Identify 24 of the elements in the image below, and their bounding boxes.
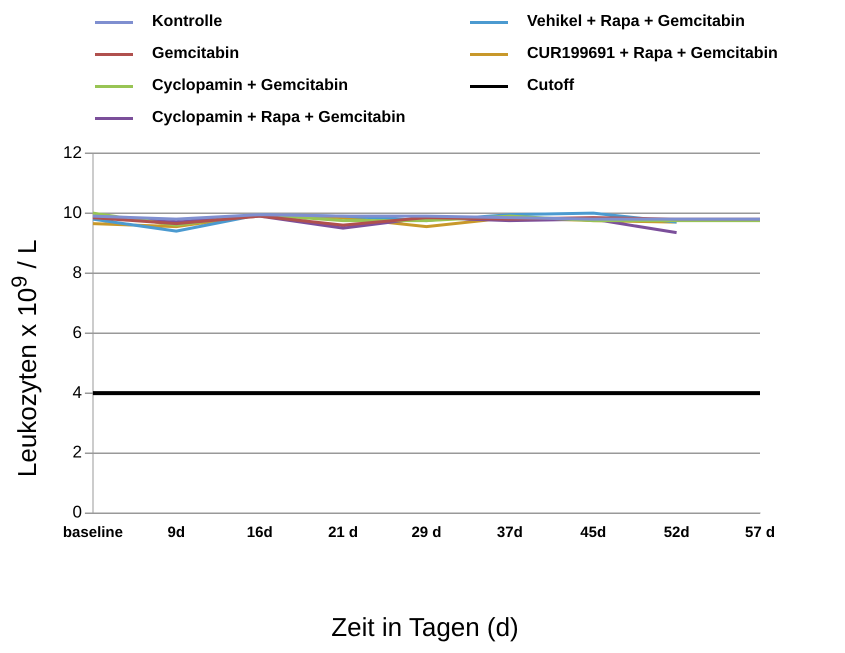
x-tick-label: 45d xyxy=(580,524,606,542)
y-tick-label: 8 xyxy=(72,262,82,282)
y-tick-label: 10 xyxy=(62,202,82,222)
x-tick-label: 57 d xyxy=(744,524,776,542)
x-tick-label: 29 d xyxy=(411,524,442,542)
x-tick-label: 21 d xyxy=(328,524,358,542)
x-tick-label: 52d xyxy=(664,524,690,542)
y-tick-label: 4 xyxy=(72,382,82,402)
legend-label: Cutoff xyxy=(527,77,574,95)
x-axis-title: Zeit in Tagen (d) xyxy=(330,612,520,643)
legend-label: CUR199691 + Rapa + Gemcitabin xyxy=(527,45,778,63)
legend-label: Gemcitabin xyxy=(152,45,240,63)
y-tick-label: 6 xyxy=(72,322,82,342)
x-tick-label: 9d xyxy=(168,524,186,542)
legend-label: Kontrolle xyxy=(152,13,222,31)
x-tick-label: 37d xyxy=(496,524,523,542)
y-tick-label: 12 xyxy=(62,142,82,162)
x-tick-label: baseline xyxy=(62,524,123,542)
legend-label: Cyclopamin + Rapa + Gemcitabin xyxy=(152,109,406,127)
x-tick-label: 16d xyxy=(246,524,273,542)
y-tick-label: 2 xyxy=(72,442,82,462)
y-tick-label: 0 xyxy=(72,502,82,522)
legend-label: Cyclopamin + Gemcitabin xyxy=(152,77,348,95)
legend-label: Vehikel + Rapa + Gemcitabin xyxy=(527,13,745,31)
